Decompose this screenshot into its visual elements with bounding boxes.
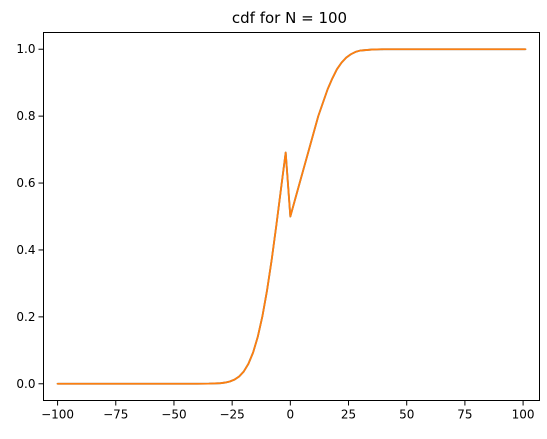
series-line-2 [56,48,527,385]
x-tick-label: 100 [512,408,535,422]
series-line-1 [56,48,527,385]
y-axis: 0.0 0.2 0.4 0.6 0.8 1.0 [16,42,44,391]
x-tick-label: −25 [219,408,244,422]
axes-frame [43,32,540,401]
y-tick-label: 0.0 [16,377,35,391]
x-tick-label: −100 [41,408,74,422]
plot-area [56,48,527,385]
x-tick-label: 75 [457,408,472,422]
x-tick-label: 50 [399,408,414,422]
chart-title: cdf for N = 100 [232,9,347,27]
x-tick-label: −50 [161,408,186,422]
x-tick-label: −75 [103,408,128,422]
y-tick-label: 0.2 [16,310,35,324]
x-axis: −100 −75 −50 −25 0 25 50 75 100 [41,400,535,422]
x-tick-label: 25 [341,408,356,422]
y-tick-label: 1.0 [16,42,35,56]
y-tick-label: 0.6 [16,176,35,190]
y-tick-label: 0.8 [16,109,35,123]
y-tick-label: 0.4 [16,243,35,257]
x-tick-label: 0 [287,408,295,422]
